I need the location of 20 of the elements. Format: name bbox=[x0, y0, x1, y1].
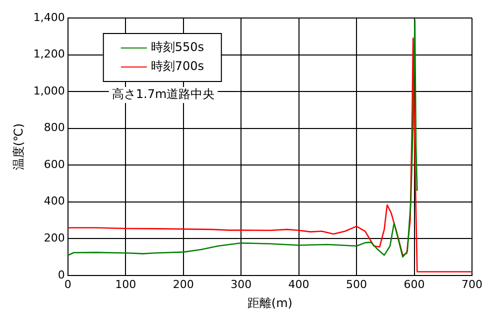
y-tick-label: 0 bbox=[58, 268, 65, 282]
y-tick-label: 200 bbox=[44, 231, 65, 244]
annotation: 高さ1.7m道路中央 bbox=[112, 87, 215, 102]
legend-label: 時刻550s bbox=[150, 40, 204, 54]
y-tick-label: 1,400 bbox=[33, 10, 65, 24]
x-axis-title: 距離(m) bbox=[247, 296, 292, 310]
legend-label: 時刻700s bbox=[150, 59, 204, 74]
x-tick-label: 200 bbox=[172, 278, 194, 291]
y-tick-label: 1,000 bbox=[33, 84, 65, 98]
y-tick-label: 800 bbox=[44, 121, 65, 134]
y-axis-title: 温度(℃) bbox=[11, 123, 26, 170]
x-tick-label: 300 bbox=[230, 278, 252, 291]
y-tick-label: 600 bbox=[44, 158, 65, 171]
x-tick-label: 500 bbox=[346, 278, 368, 291]
x-tick-label: 400 bbox=[288, 278, 310, 291]
x-tick-label: 600 bbox=[404, 278, 425, 291]
x-tick-label: 100 bbox=[115, 278, 136, 291]
y-tick-label: 1,200 bbox=[33, 48, 65, 61]
y-tick-label: 400 bbox=[44, 194, 65, 208]
x-tick-label: 700 bbox=[462, 278, 482, 291]
